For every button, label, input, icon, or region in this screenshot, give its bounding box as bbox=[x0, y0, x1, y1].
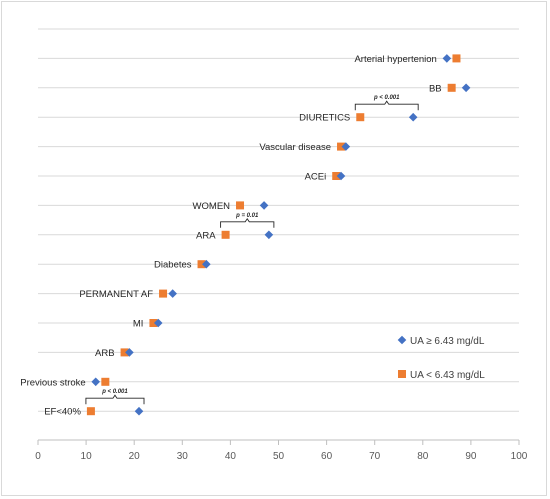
legend: UA ≥ 6.43 mg/dL UA < 6.43 mg/dL bbox=[397, 335, 485, 381]
square-marker bbox=[221, 230, 230, 239]
diamond-marker bbox=[168, 289, 177, 298]
diamond-marker bbox=[397, 335, 407, 345]
category-label: Diabetes bbox=[154, 260, 192, 271]
significance-brackets: p < 0.001 p = 0.01 p < 0.001 bbox=[85, 95, 419, 405]
diamond-marker bbox=[134, 406, 144, 416]
category-label: DIURETICS bbox=[299, 113, 350, 124]
gridlines bbox=[38, 28, 519, 412]
category-label: ARB bbox=[95, 348, 115, 359]
square-marker bbox=[197, 260, 206, 269]
square-marker bbox=[332, 172, 341, 180]
x-axis: 0 10 20 30 40 50 60 70 80 90 100 bbox=[35, 439, 528, 462]
diamond-marker bbox=[202, 259, 211, 269]
x-tick-label: 10 bbox=[81, 451, 93, 462]
diamond-marker bbox=[341, 142, 351, 151]
legend-label: UA < 6.43 mg/dL bbox=[410, 370, 485, 381]
square-marker bbox=[447, 83, 456, 92]
x-tick-label: 60 bbox=[321, 451, 333, 462]
data-marks bbox=[86, 54, 471, 416]
category-label: BB bbox=[429, 83, 442, 94]
square-marker bbox=[356, 113, 365, 122]
x-tick-label: 70 bbox=[369, 451, 381, 462]
category-label: PERMANENT AF bbox=[79, 289, 153, 300]
diamond-marker bbox=[408, 112, 418, 122]
x-tick-label: 20 bbox=[129, 451, 141, 462]
square-marker bbox=[398, 370, 406, 378]
p-value-label: p = 0.01 bbox=[235, 213, 259, 219]
diamond-marker bbox=[259, 201, 269, 210]
diamond-marker bbox=[153, 318, 163, 328]
square-marker bbox=[159, 289, 168, 298]
x-tick-label: 40 bbox=[225, 451, 237, 462]
diamond-marker bbox=[91, 377, 101, 387]
bracket bbox=[354, 100, 419, 111]
category-label: WOMEN bbox=[193, 201, 231, 212]
square-marker bbox=[86, 407, 95, 416]
category-label: ACEi bbox=[305, 172, 327, 183]
category-label: Previous stroke bbox=[20, 377, 85, 388]
diamond-marker bbox=[461, 83, 471, 93]
square-marker bbox=[149, 319, 158, 327]
bracket bbox=[220, 217, 275, 228]
square-marker bbox=[337, 142, 346, 151]
x-tick-label: 100 bbox=[511, 451, 528, 462]
square-marker bbox=[236, 201, 245, 210]
category-label: Vascular disease bbox=[259, 142, 331, 153]
diamond-marker bbox=[125, 348, 134, 357]
category-label: MI bbox=[133, 319, 144, 330]
p-value-label: p < 0.001 bbox=[373, 95, 400, 101]
legend-label: UA ≥ 6.43 mg/dL bbox=[410, 336, 485, 347]
x-tick-label: 30 bbox=[177, 451, 189, 462]
x-tick-label: 50 bbox=[273, 451, 285, 462]
square-marker bbox=[120, 348, 129, 357]
square-marker bbox=[452, 54, 461, 63]
category-labels: Arterial hypertenion BB DIURETICS Vascular … bbox=[20, 54, 441, 418]
x-tick-label: 90 bbox=[465, 451, 477, 462]
bracket bbox=[85, 394, 145, 405]
x-tick-label: 80 bbox=[417, 451, 429, 462]
diamond-marker bbox=[264, 230, 274, 240]
x-tick-label: 0 bbox=[35, 451, 41, 462]
category-label: Arterial hypertenion bbox=[354, 54, 436, 65]
p-value-label: p < 0.001 bbox=[101, 389, 128, 395]
category-label: ARA bbox=[196, 230, 216, 241]
square-marker bbox=[101, 377, 110, 386]
category-label: EF<40% bbox=[44, 407, 81, 418]
diamond-marker bbox=[336, 171, 346, 181]
diamond-marker bbox=[442, 54, 452, 63]
